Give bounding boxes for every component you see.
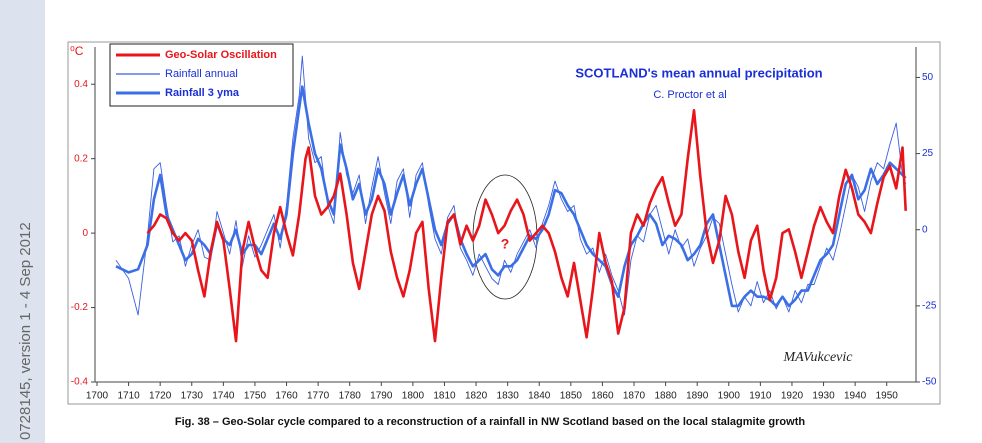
annotation: ? — [501, 236, 510, 252]
x-tick-label: 1900 — [718, 391, 741, 402]
x-tick-label: 1940 — [844, 391, 867, 402]
x-tick-label: 1760 — [275, 391, 298, 402]
x-tick-label: 1860 — [591, 391, 614, 402]
x-tick-label: 1700 — [86, 391, 109, 402]
x-tick-label: 1840 — [528, 391, 551, 402]
x-tick-label: 1770 — [307, 391, 330, 402]
sidebar-text: 0728145, version 1 - 4 Sep 2012 — [17, 222, 34, 440]
x-tick-label: 1820 — [465, 391, 488, 402]
series-line — [115, 85, 907, 308]
x-tick-label: 1730 — [181, 391, 204, 402]
x-tick-label: 1920 — [781, 391, 804, 402]
y-tick-label: -0.4 — [71, 377, 89, 388]
y-tick-label: 0 — [82, 228, 88, 239]
x-tick-label: 1780 — [339, 391, 362, 402]
y-tick-label: 0.2 — [74, 153, 88, 164]
x-tick-label: 1790 — [370, 391, 393, 402]
legend-label: Rainfall annual — [165, 68, 238, 80]
x-tick-label: 1930 — [812, 391, 835, 402]
caption: Fig. 38 – Geo-Solar cycle compared to a … — [175, 416, 805, 428]
y-axis-label: ⁰C — [70, 44, 84, 58]
x-tick-label: 1880 — [654, 391, 677, 402]
x-tick-label: 1810 — [433, 391, 456, 402]
x-tick-label: 1720 — [149, 391, 172, 402]
y2-tick-label: -25 — [922, 301, 937, 312]
x-tick-label: 1950 — [876, 391, 899, 402]
y2-tick-label: 0 — [922, 224, 928, 235]
y2-tick-label: 25 — [922, 148, 934, 159]
x-tick-label: 1910 — [749, 391, 772, 402]
x-tick-label: 1830 — [497, 391, 520, 402]
y-tick-label: 0.4 — [74, 79, 88, 90]
x-tick-label: 1800 — [402, 391, 425, 402]
legend-label: Geo-Solar Oscillation — [165, 49, 277, 61]
y2-tick-label: 50 — [922, 72, 934, 83]
series-line — [146, 109, 907, 343]
sidebar — [0, 0, 45, 443]
chart-title: SCOTLAND's mean annual precipitation — [575, 65, 822, 80]
y-tick-label: -0.2 — [71, 302, 89, 313]
chart-subtitle: C. Proctor et al — [653, 89, 726, 101]
x-tick-label: 1710 — [117, 391, 140, 402]
x-tick-label: 1850 — [560, 391, 583, 402]
y2-tick-label: -50 — [922, 377, 937, 388]
signature: MAVukcevic — [783, 350, 854, 365]
x-tick-label: 1740 — [212, 391, 235, 402]
legend-label: Rainfall 3 yma — [165, 87, 240, 99]
x-tick-label: 1870 — [623, 391, 646, 402]
x-tick-label: 1750 — [244, 391, 267, 402]
x-tick-label: 1890 — [686, 391, 709, 402]
